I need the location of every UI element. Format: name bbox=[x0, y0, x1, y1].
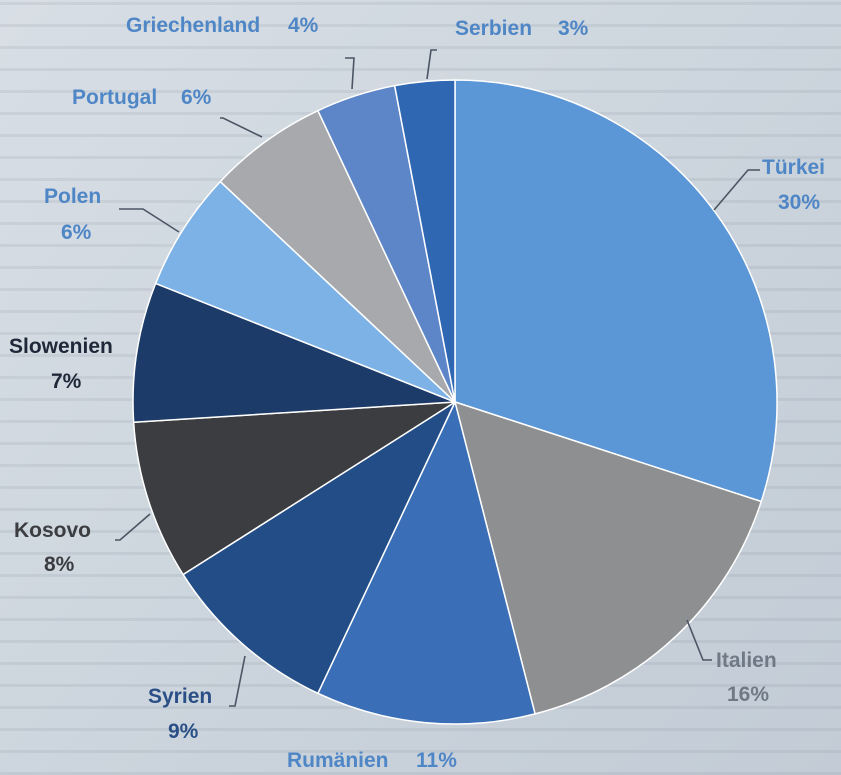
pie-slice-t-rkei bbox=[454, 79, 778, 503]
label-rumaenien-name: Rumänien bbox=[287, 749, 389, 772]
pie-slice-polen bbox=[154, 180, 456, 403]
leader-line-kosovo bbox=[115, 513, 151, 541]
label-serbien-value: 3% bbox=[558, 17, 589, 40]
label-kosovo-value: 8% bbox=[44, 553, 75, 576]
label-polen-name: Polen bbox=[44, 185, 101, 208]
pie-slice-portugal bbox=[219, 109, 456, 403]
pie-slices bbox=[132, 79, 778, 725]
label-syrien-value: 9% bbox=[168, 720, 199, 743]
label-portugal-value: 6% bbox=[181, 86, 212, 109]
pie-slice-serbien bbox=[393, 79, 456, 403]
label-italien-value: 16% bbox=[727, 683, 769, 706]
leader-line-italien bbox=[686, 619, 712, 661]
label-slowenien-value: 7% bbox=[51, 370, 82, 393]
label-serbien-name: Serbien bbox=[455, 17, 532, 40]
leader-line-polen bbox=[119, 208, 180, 233]
pie-slice-syrien bbox=[182, 401, 456, 695]
leader-line-syrien bbox=[229, 655, 246, 707]
label-syrien-name: Syrien bbox=[148, 685, 212, 708]
leader-line-portugal bbox=[220, 117, 263, 138]
label-kosovo-name: Kosovo bbox=[14, 519, 91, 542]
pie-slice-rum-nien bbox=[317, 401, 536, 725]
pie-slice-italien bbox=[454, 401, 762, 715]
pie-slice-kosovo bbox=[132, 401, 456, 576]
label-tuerkei-value: 30% bbox=[778, 191, 820, 214]
label-rumaenien-value: 11% bbox=[416, 749, 457, 772]
label-griechenland-name: Griechenland bbox=[126, 14, 260, 37]
label-griechenland-value: 4% bbox=[288, 14, 319, 37]
leader-lines bbox=[115, 49, 760, 707]
slice-labels: Türkei 30% Italien 16% Rumänien 11% Syri… bbox=[9, 14, 825, 772]
label-italien-name: Italien bbox=[716, 649, 777, 672]
label-polen-value: 6% bbox=[61, 221, 92, 244]
label-tuerkei-name: Türkei bbox=[762, 156, 825, 179]
leader-line-serbien bbox=[426, 49, 437, 80]
label-portugal-name: Portugal bbox=[72, 86, 157, 109]
leader-line-griechenland bbox=[345, 57, 355, 90]
label-slowenien-name: Slowenien bbox=[9, 335, 113, 358]
pie-slice-slowenien bbox=[132, 282, 456, 423]
leader-line-t-rkei bbox=[713, 169, 760, 211]
